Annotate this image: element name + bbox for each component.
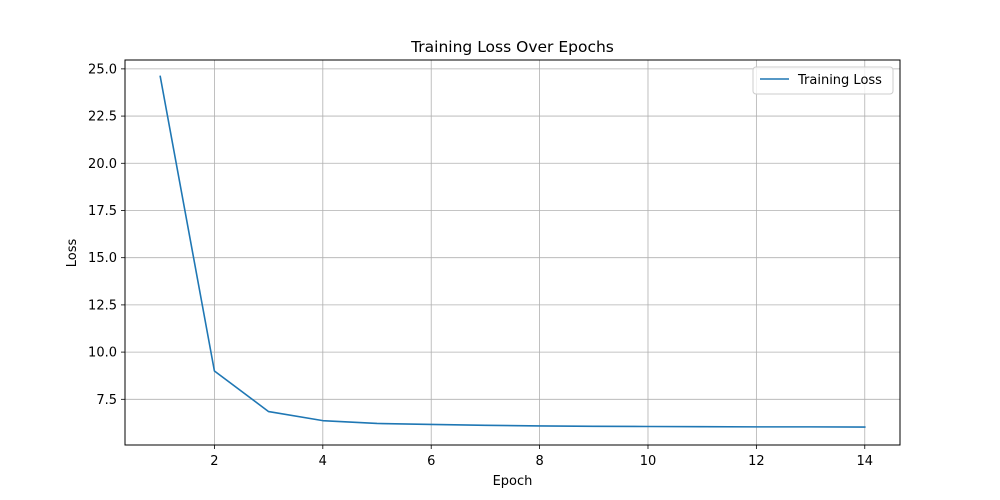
grid-lines xyxy=(125,60,900,445)
x-axis-title: Epoch xyxy=(493,474,533,489)
x-tick-label: 8 xyxy=(535,454,543,469)
y-tick-label: 12.5 xyxy=(88,298,117,313)
y-tick-label: 15.0 xyxy=(88,251,117,266)
series-line-training-loss xyxy=(159,75,866,428)
x-tick-label: 10 xyxy=(640,454,657,469)
y-tick-label: 17.5 xyxy=(88,204,117,219)
series-lines xyxy=(159,75,866,428)
axis-ticks: 2 4 6 8 10 12 14 7.5 10.0 12.5 15.0 17.5 20.0 22.5 25.… xyxy=(88,62,873,469)
x-tick-label: 14 xyxy=(856,454,873,469)
y-tick-label: 20.0 xyxy=(88,157,117,172)
y-tick-label: 10.0 xyxy=(88,346,117,361)
x-tick-label: 4 xyxy=(319,454,327,469)
y-axis-title: Loss xyxy=(65,239,80,268)
x-tick-label: 2 xyxy=(210,454,218,469)
legend-label: Training Loss xyxy=(797,73,882,88)
legend: Training Loss xyxy=(752,66,894,95)
y-tick-label: 25.0 xyxy=(88,62,117,77)
x-tick-label: 6 xyxy=(427,454,435,469)
x-tick-label: 12 xyxy=(748,454,765,469)
y-tick-label: 22.5 xyxy=(88,110,117,125)
y-tick-label: 7.5 xyxy=(96,393,117,408)
legend-box xyxy=(752,66,894,95)
chart-title: Training Loss Over Epochs xyxy=(410,38,614,56)
plot-frame xyxy=(124,59,901,446)
